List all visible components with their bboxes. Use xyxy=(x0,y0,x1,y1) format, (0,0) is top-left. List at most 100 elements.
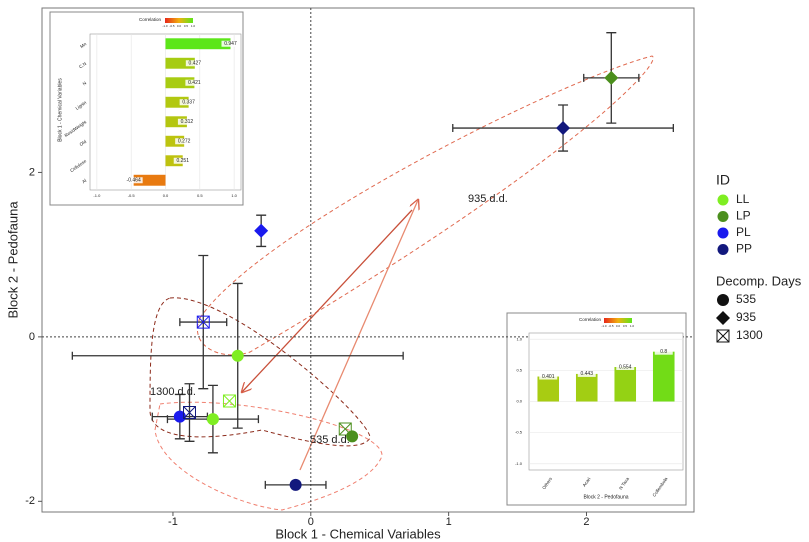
bar xyxy=(165,57,195,69)
colorbar-tick-label: -0.5 xyxy=(169,24,175,28)
value-label: 0.947 xyxy=(224,41,237,47)
arrow xyxy=(242,209,413,392)
y-tick-label: -1.0 xyxy=(515,461,523,466)
hull-535 xyxy=(154,401,383,511)
point xyxy=(289,478,302,491)
value-label-bg xyxy=(185,60,204,67)
y-axis-title: Block 2 - Pedofauna xyxy=(5,201,20,319)
legend-swatch xyxy=(717,227,729,239)
point xyxy=(206,413,219,426)
value-label-bg xyxy=(173,157,192,164)
bar xyxy=(537,376,560,402)
y-tick-label: 0.0 xyxy=(516,399,522,404)
bar xyxy=(165,96,189,108)
bar xyxy=(614,367,637,402)
legend-swatch xyxy=(717,294,729,306)
legend-label: LL xyxy=(736,192,750,206)
colorbar-tick-label: 0.5 xyxy=(184,24,189,28)
colorbar-tick-label: -0.5 xyxy=(608,324,614,328)
annotation: 935 d.d. xyxy=(468,193,508,205)
colorbar xyxy=(165,18,193,23)
value-label-bg xyxy=(616,364,635,371)
value-label-bg xyxy=(539,373,558,380)
y-tick-label: -2 xyxy=(25,495,35,507)
colorbar-tick-label: 0.0 xyxy=(177,24,182,28)
legend-label: LP xyxy=(736,209,751,223)
x-tick-label: -1 xyxy=(168,516,178,528)
annotation: 1300 d.d. xyxy=(150,386,196,398)
value-label: 0.401 xyxy=(542,374,555,380)
x-tick-label: 0.5 xyxy=(197,193,203,198)
legend-label: PP xyxy=(736,242,752,256)
category-label: Acari xyxy=(582,476,592,487)
point xyxy=(182,406,196,420)
x-tick-label: -0.5 xyxy=(128,193,136,198)
bar xyxy=(165,77,195,89)
legend-label: 935 xyxy=(736,310,756,324)
value-label: 0.427 xyxy=(189,61,202,67)
value-label: 0.251 xyxy=(176,158,189,164)
point xyxy=(556,121,571,136)
colorbar-title: Correlation xyxy=(579,317,602,322)
x-tick-label: 2 xyxy=(583,516,589,528)
arrow xyxy=(299,200,418,471)
value-label: 0.443 xyxy=(580,371,593,377)
value-label-bg xyxy=(124,177,143,184)
y-tick-label: 0 xyxy=(29,331,35,343)
point xyxy=(222,394,236,408)
category-label: Mn xyxy=(79,41,87,49)
colorbar-tick-label: -1.0 xyxy=(162,24,168,28)
value-label: 0.272 xyxy=(178,139,191,145)
legend-swatch xyxy=(717,194,729,206)
x-tick-label: 1.0 xyxy=(231,193,237,198)
x-tick-label: 0 xyxy=(308,516,314,528)
legend-swatch xyxy=(717,244,729,255)
point xyxy=(196,315,210,329)
annotation: 535 d.d. xyxy=(310,434,350,446)
value-label: -0.464 xyxy=(127,178,141,184)
hull-1300 xyxy=(149,297,371,447)
y-tick-label: 0.5 xyxy=(516,367,522,372)
hull-935 xyxy=(197,55,654,356)
inset-axis-title: Block 2 - Pedofauna xyxy=(583,494,628,500)
legend-label: 1300 xyxy=(736,328,763,342)
category-label: N xyxy=(82,80,88,86)
bar xyxy=(165,116,187,128)
point xyxy=(231,349,244,362)
point xyxy=(604,70,619,85)
category-label: Al xyxy=(81,178,87,184)
category-label: C.N xyxy=(78,61,87,70)
legend-title: ID xyxy=(716,172,730,188)
x-tick-label: 0.0 xyxy=(163,193,169,198)
colorbar-tick-label: 1.0 xyxy=(630,324,635,328)
bar xyxy=(652,351,675,402)
colorbar-title: Correlation xyxy=(139,17,162,22)
value-label: 0.421 xyxy=(188,80,201,86)
category-label: Lignin xyxy=(75,100,88,111)
colorbar-tick-label: 0.5 xyxy=(623,324,628,328)
y-tick-label: 2 xyxy=(29,166,35,178)
value-label: 0.8 xyxy=(660,349,667,355)
value-label-bg xyxy=(179,99,198,106)
legend-label: PL xyxy=(736,225,751,239)
y-tick-label: -0.5 xyxy=(515,430,523,435)
x-tick-label: -1.0 xyxy=(93,193,101,198)
bar xyxy=(165,135,185,147)
value-label: 0.312 xyxy=(181,119,194,125)
value-label-bg xyxy=(654,348,673,355)
legend-swatch xyxy=(717,211,729,222)
point xyxy=(346,430,359,443)
legend-label: 535 xyxy=(736,292,756,306)
y-tick-label: 1.0 xyxy=(516,336,522,341)
colorbar-tick-label: -1.0 xyxy=(601,324,607,328)
colorbar xyxy=(604,318,632,323)
x-axis-title: Block 1 - Chemical Variables xyxy=(275,526,441,541)
value-label-bg xyxy=(177,118,196,125)
category-label: Old xyxy=(79,139,88,147)
value-label: 0.337 xyxy=(182,100,195,106)
hulls xyxy=(149,55,654,511)
legend-swatch xyxy=(716,329,730,343)
colorbar-tick-label: 0.0 xyxy=(616,324,621,328)
value-label: 0.554 xyxy=(619,364,632,370)
